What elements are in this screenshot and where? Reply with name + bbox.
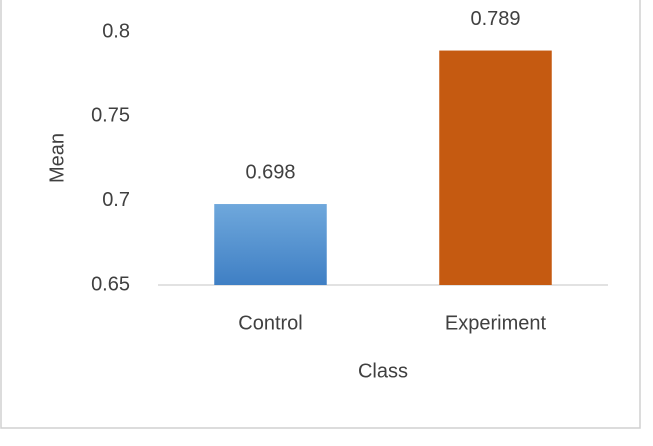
x-axis-label: Class <box>358 360 408 382</box>
data-label: 0.789 <box>470 8 520 30</box>
y-tick-label: 0.7 <box>102 189 130 211</box>
bar <box>439 50 552 286</box>
y-tick-label: 0.8 <box>102 20 130 42</box>
y-axis-label: Mean <box>46 133 68 183</box>
y-tick-label: 0.65 <box>91 273 130 295</box>
chart-frame <box>0 0 641 429</box>
y-tick-label: 0.75 <box>91 105 130 127</box>
x-tick-label: Experiment <box>445 312 547 334</box>
x-tick-label: Control <box>238 312 302 334</box>
bar <box>214 204 327 285</box>
data-label: 0.698 <box>245 161 295 183</box>
